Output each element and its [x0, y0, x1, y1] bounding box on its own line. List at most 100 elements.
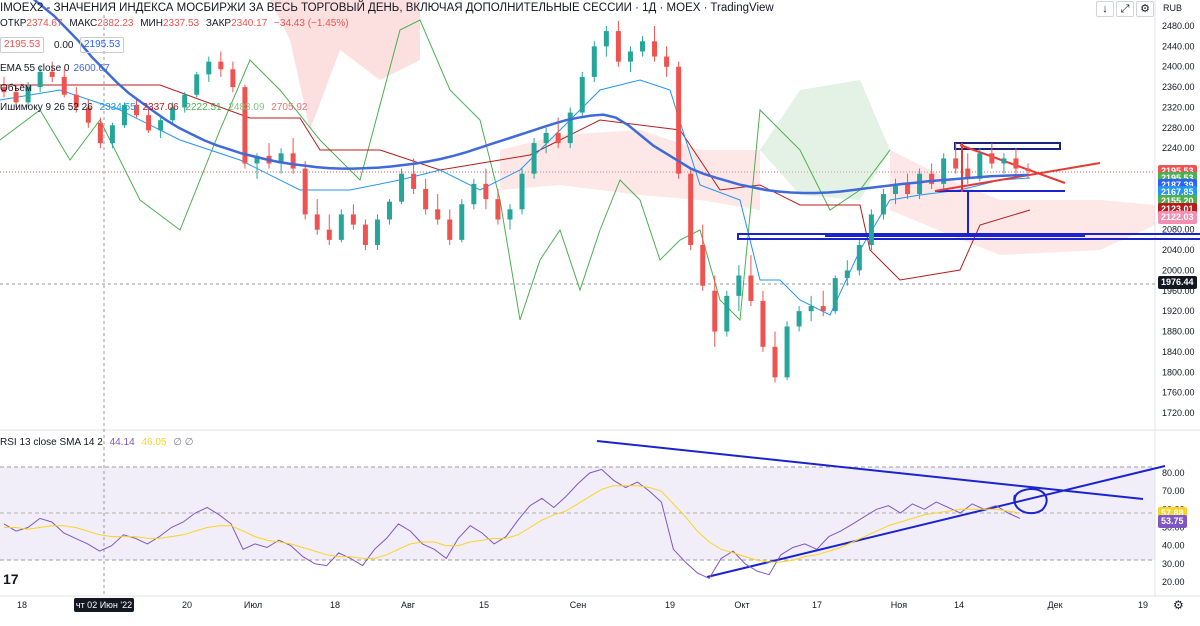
settings-button[interactable]: ⚙ [1136, 1, 1154, 17]
time-axis-label: 20 [182, 600, 192, 610]
candle-body [1001, 158, 1007, 164]
candle-body [543, 132, 549, 144]
time-axis-label: 18 [17, 600, 27, 610]
ichimoku-value-4: 2483.09 [228, 102, 265, 113]
ema-legend[interactable]: EMA 55 close 0 2600.67 [0, 62, 114, 75]
price-tick-label: 2240.00 [1162, 143, 1195, 153]
rsi-support-line [706, 465, 1166, 578]
candle-body [218, 61, 224, 70]
ichimoku-tenkan [0, 79, 1031, 316]
candle-body [194, 74, 200, 95]
close-value: 2340.17 [231, 18, 268, 29]
candle-body [399, 173, 405, 202]
ichimoku-legend[interactable]: Ишимоку 9 26 52 26 2334.55 2337.06 2222.… [0, 101, 311, 114]
candle-body [688, 173, 694, 245]
price-badge: 2122.03 [1158, 210, 1197, 224]
candle-body [387, 201, 393, 220]
candle-body [989, 153, 995, 164]
candle-body [61, 76, 67, 95]
ichimoku-cloud-bearish-2 [500, 130, 760, 210]
price-tick-label: 2040.00 [1162, 245, 1195, 255]
crosshair-date-bg [74, 598, 134, 612]
candle-body [519, 173, 525, 210]
candle-body [652, 41, 658, 57]
candle-body [591, 46, 597, 77]
chart-title: IMOEX2 - ЗНАЧЕНИЯ ИНДЕКСА МОСБИРЖИ ЗА ВЕ… [0, 2, 778, 15]
candle-body [977, 153, 983, 179]
time-axis-label: 17 [812, 600, 822, 610]
candle-body [567, 112, 573, 144]
time-axis-label: 14 [954, 600, 964, 610]
candle-body [350, 214, 356, 225]
candle-body [736, 275, 742, 296]
time-axis-label: 18 [330, 600, 340, 610]
time-axis-label: Ноя [891, 600, 908, 610]
candle-body [25, 87, 31, 103]
rsi-tick-label: 30.00 [1162, 559, 1185, 569]
time-axis-label: 15 [479, 600, 489, 610]
time-axis-label: 19 [665, 600, 675, 610]
candle-body [338, 214, 344, 240]
candle-body [664, 56, 670, 67]
candle-body [97, 122, 103, 144]
candle-body [868, 214, 874, 245]
candle-body [880, 194, 886, 215]
candle-body [109, 125, 115, 144]
candle-body [170, 107, 176, 121]
support-zone [737, 233, 1200, 240]
scroll-down-button[interactable]: ↓ [1096, 1, 1114, 17]
ema-value: 2600.67 [73, 63, 110, 74]
candle-body [892, 183, 898, 195]
value-box-sell[interactable]: 2195.53 [0, 37, 45, 53]
fullscreen-button[interactable]: ⤢ [1116, 1, 1134, 17]
candle-body [796, 311, 802, 327]
rsi-legend[interactable]: RSI 13 close SMA 14 2 44.14 46.05 ∅ ∅ [0, 436, 197, 449]
candle-body [700, 244, 706, 286]
candle-body [1, 87, 7, 93]
candle-body [121, 104, 127, 126]
time-axis-label: Сен [570, 600, 587, 610]
candle-body [483, 183, 489, 200]
price-tick-label: 2440.00 [1162, 41, 1195, 51]
candle-body [772, 346, 778, 378]
price-tick-label: 2000.00 [1162, 265, 1195, 275]
volume-label: Объём [0, 83, 32, 94]
candle-body [447, 219, 453, 240]
candle-body [856, 244, 862, 271]
candle-body [1013, 158, 1019, 169]
candle-body [965, 168, 971, 179]
tradingview-logo[interactable]: 17 [3, 571, 19, 587]
price-tick-label: 2280.00 [1162, 123, 1195, 133]
candle-body [423, 188, 429, 210]
value-box-buy[interactable]: 2195.53 [80, 37, 125, 53]
candle-body [917, 173, 923, 195]
candle-body [953, 158, 959, 169]
rsi-value: 44.14 [109, 437, 135, 448]
candle-body [615, 31, 621, 62]
candle-body [712, 290, 718, 332]
ichimoku-label: Ишимоку 9 26 52 26 [0, 102, 93, 113]
volume-legend[interactable]: Объём [0, 82, 36, 95]
high-value: 2382.23 [97, 18, 134, 29]
ema-label: EMA 55 close 0 [0, 63, 70, 74]
rsi-extra: ∅ ∅ [173, 437, 194, 448]
candle-body [784, 326, 790, 378]
rsi-tick-label: 20.00 [1162, 577, 1185, 587]
price-tick-label: 1720.00 [1162, 408, 1195, 418]
low-value: 2337.53 [162, 18, 200, 29]
triangle-top-line [959, 144, 1066, 184]
open-label: ОТКР [0, 18, 27, 29]
candle-body [639, 41, 645, 52]
candle-body [374, 219, 380, 245]
time-axis-label: Окт [734, 600, 749, 610]
ichimoku-value-1: 2334.55 [99, 102, 136, 113]
rsi-badge: 53.75 [1158, 514, 1187, 528]
high-label: МАКС [69, 18, 98, 29]
time-axis-label: Авг [401, 600, 416, 610]
candle-body [242, 87, 248, 164]
close-label: ЗАКР [205, 18, 232, 29]
candle-body [290, 153, 296, 169]
goto-time-icon[interactable]: ⚙ [1173, 598, 1184, 612]
ichimoku-kijun [0, 84, 1031, 281]
